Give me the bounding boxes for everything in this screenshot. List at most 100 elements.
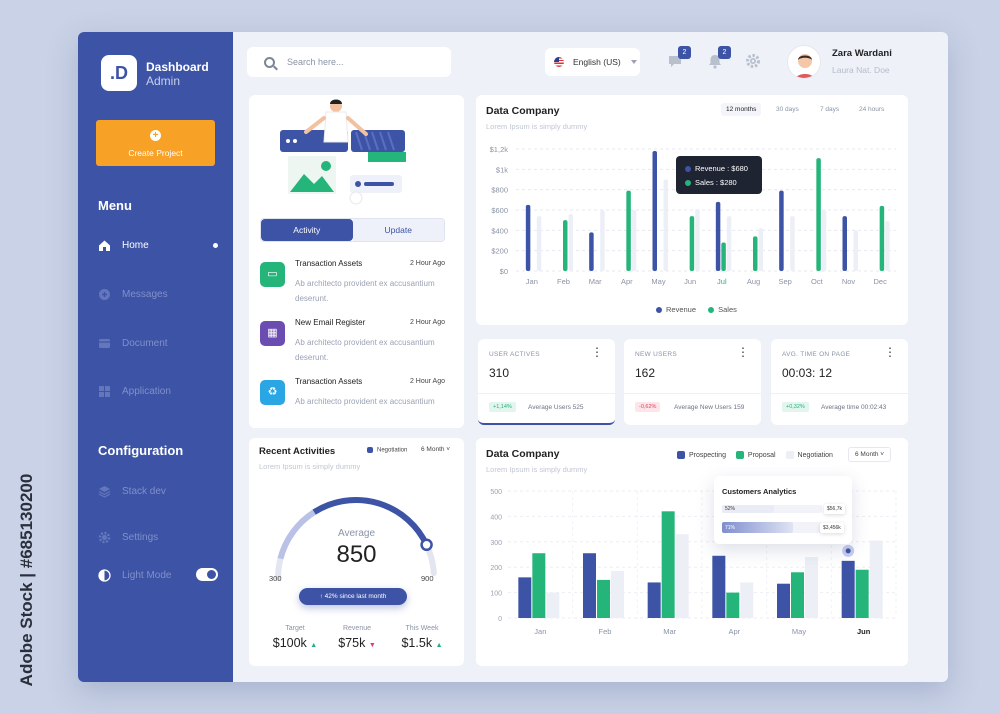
stat-card-new-users[interactable]: NEW USERS 162 ⋮ -0,62% Average New Users… [624,339,761,425]
x-tick-label: Mar [663,627,676,636]
bar-proposal [597,579,610,618]
notifications-button[interactable]: 2 [707,46,731,69]
sidebar-item-stack-dev[interactable]: Stack dev [98,481,218,501]
logo[interactable]: .D [101,55,137,91]
stock-watermark: Adobe Stock | #685130200 [17,473,36,687]
y-tick-label: $0 [500,267,508,276]
range-30-days[interactable]: 30 days [776,106,799,113]
bar-negotiation [869,540,883,618]
bar-series-2 [600,210,605,271]
messages-icon [98,288,111,301]
stat-card-user-actives[interactable]: USER ACTIVES 310 ⋮ +1,14% Average Users … [478,339,615,425]
avatar[interactable] [787,45,821,79]
tooltip-sales-label: Sales [695,178,714,187]
stat-card-avg-time[interactable]: AVG. TIME ON PAGE 00:03: 12 ⋮ +0,32% Ave… [771,339,908,425]
range-7-days[interactable]: 7 days [820,106,840,113]
divider [478,393,615,394]
more-icon[interactable]: ⋮ [737,345,749,359]
x-tick-label: Jan [534,627,546,636]
y-tick-label: 500 [490,489,502,496]
x-tick-label: Dec [873,277,887,286]
bar-prospecting [777,583,790,618]
search-input[interactable] [287,57,437,67]
sidebar-item-label: Home [122,239,149,251]
search-bar[interactable] [247,47,451,77]
sidebar-item-application[interactable]: Application [98,381,218,401]
y-tick-label: $800 [491,186,508,195]
stat-note: Average time 00:02:43 [821,404,887,411]
activity-time: 2 Hour Ago [409,378,445,385]
bar-sales [563,220,568,271]
light-mode-toggle[interactable] [196,568,218,581]
brand-subtitle: Admin [146,74,181,88]
y-tick-label: 200 [490,565,502,572]
bar-series-2 [821,210,827,271]
more-icon[interactable]: ⋮ [591,345,603,359]
y-tick-label: 0 [498,616,502,623]
settings-button[interactable] [745,53,761,69]
bar-proposal [532,553,546,618]
kpi-this-week: This Week $1.5k ▲ [392,625,452,650]
home-icon [98,239,111,252]
stat-label: USER ACTIVES [489,351,540,358]
legend-sales: Sales [718,305,737,314]
sidebar-item-label: Document [122,337,168,349]
x-tick-label: Feb [599,627,612,636]
tab-activity[interactable]: Activity [261,219,353,241]
list-item[interactable]: ♻ Transaction Assets 2 Hour Ago Ab archi… [260,377,445,427]
sidebar-item-settings[interactable]: Settings [98,527,218,547]
activity-tabs: Activity Update [260,218,445,242]
data-company-revenue-card: Data Company Lorem Ipsum is simply dummy… [476,95,908,325]
grid-icon [98,385,111,398]
period-select[interactable]: 6 Month ˅ [415,443,457,456]
sidebar-item-home[interactable]: Home [98,235,218,255]
gauge-fill-light [277,509,316,560]
gauge-max: 900 [421,574,434,583]
brand-title: Dashboard [146,60,209,74]
stat-value: 00:03: 12 [782,366,833,380]
ca-bar-1: 52% [722,505,822,513]
bar-sales [816,158,821,271]
stat-note: Average New Users 159 [674,404,745,411]
x-tick-label: Jun [684,277,696,286]
list-item[interactable]: ▭ Transaction Assets 2 Hour Ago Ab archi… [260,259,445,309]
user-role: Laura Nat. Doe [832,65,890,75]
bar-series-2 [631,210,637,271]
create-project-button[interactable]: + Create Project [96,120,215,166]
range-24-hours[interactable]: 24 hours [859,106,885,113]
bar-series-2 [885,221,890,271]
bar-series-2 [790,216,795,271]
x-tick-label: Mar [589,277,602,286]
legend-label: Negotiation [377,447,408,454]
more-icon[interactable]: ⋮ [884,345,896,359]
chart-legend: Prospecting Proposal Negotiation [677,451,833,459]
x-tick-label: Jan [526,277,538,286]
language-select[interactable]: English (US) [545,48,640,76]
legend-revenue-dot [656,307,662,314]
kpi-label: This Week [405,625,439,632]
range-12-months[interactable]: 12 months [721,103,762,116]
bar-prospecting [841,560,855,618]
legend-sales-dot [708,307,715,314]
bar-sales [626,190,631,271]
legend-negotiation: Negotiation [797,451,833,459]
period-select[interactable]: 6 Month ˅ [848,447,892,462]
sidebar-item-messages[interactable]: Messages [98,284,218,304]
bar-prospecting [583,553,596,618]
activity-card: Activity Update ▭ Transaction Assets 2 H… [249,95,464,428]
bar-sales [721,242,726,271]
bar-series-2 [663,179,668,271]
gauge-fill [311,497,430,548]
messages-button[interactable]: 2 [667,46,691,69]
create-project-label: Create Project [128,148,183,158]
sidebar-item-light-mode[interactable]: Light Mode [98,565,218,585]
sidebar-item-document[interactable]: Document [98,333,218,353]
activity-desc: Ab architecto provident ex accusantium d… [295,338,435,362]
bar-negotiation [675,534,689,618]
list-item[interactable]: ▦ New Email Register 2 Hour Ago Ab archi… [260,318,445,368]
customers-analytics-card[interactable]: Customers Analytics 52% $56,7k 71% $3,45… [714,476,852,544]
tooltip-revenue-label: Revenue [695,164,726,173]
stat-change: +1,14% [489,402,516,412]
average-gauge [275,497,437,581]
tab-update[interactable]: Update [352,219,444,241]
